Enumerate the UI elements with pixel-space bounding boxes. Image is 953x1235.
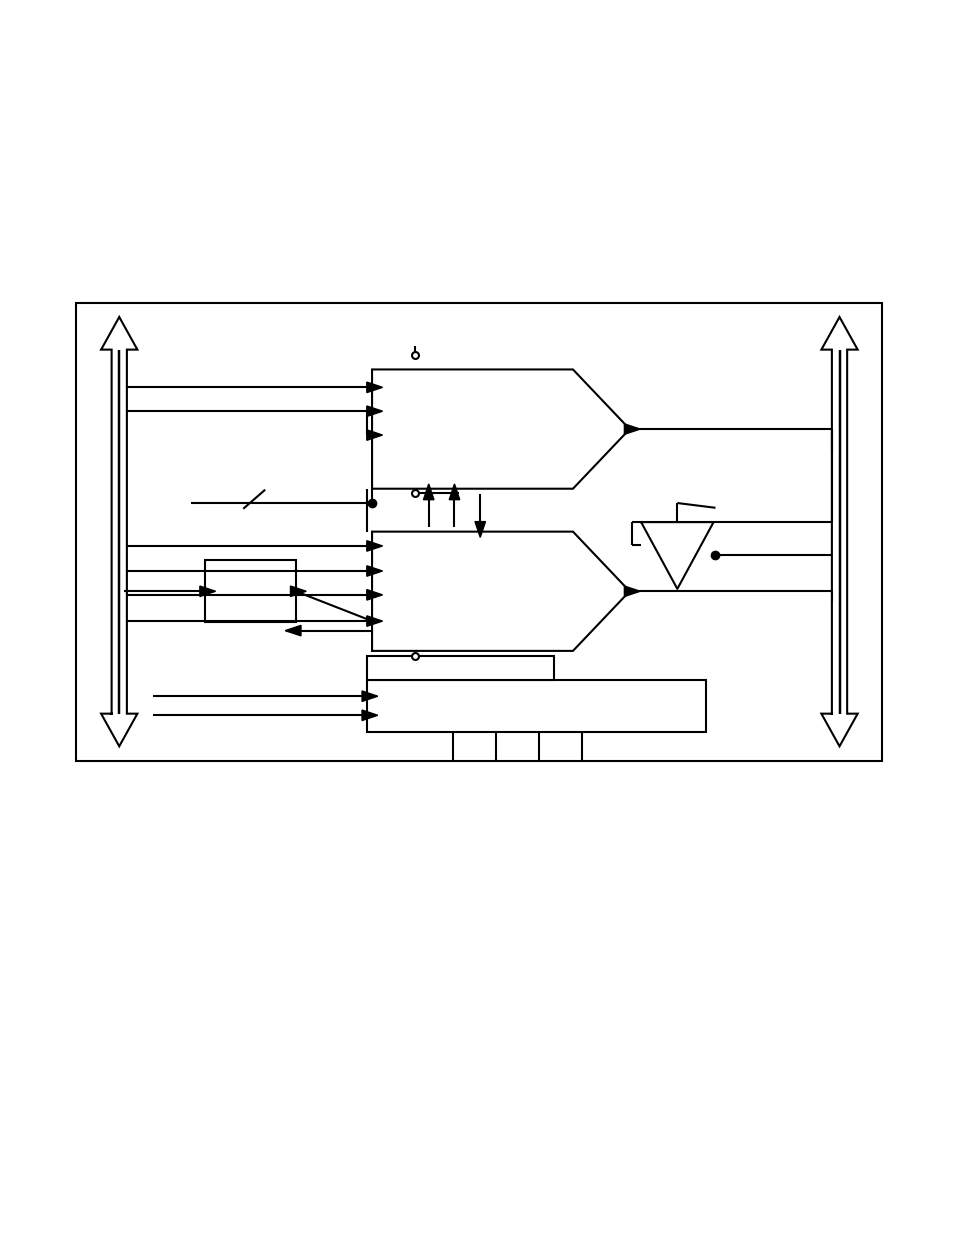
- Polygon shape: [366, 430, 382, 441]
- Polygon shape: [366, 382, 382, 393]
- Polygon shape: [366, 589, 382, 600]
- Polygon shape: [285, 625, 301, 636]
- Bar: [205, 561, 295, 622]
- Polygon shape: [366, 541, 382, 551]
- Polygon shape: [640, 522, 713, 589]
- Bar: [76, 303, 882, 761]
- Polygon shape: [423, 484, 434, 500]
- Polygon shape: [475, 521, 485, 537]
- Polygon shape: [366, 566, 382, 577]
- Polygon shape: [361, 690, 377, 701]
- Polygon shape: [624, 424, 639, 435]
- Polygon shape: [101, 317, 137, 746]
- Bar: [367, 656, 553, 679]
- Bar: [367, 679, 705, 732]
- Polygon shape: [624, 587, 639, 597]
- Polygon shape: [821, 317, 857, 746]
- Polygon shape: [366, 616, 382, 626]
- Polygon shape: [372, 369, 629, 489]
- Polygon shape: [200, 587, 215, 597]
- Polygon shape: [290, 587, 306, 597]
- Polygon shape: [366, 406, 382, 416]
- Polygon shape: [361, 710, 377, 720]
- Polygon shape: [449, 484, 459, 500]
- Polygon shape: [372, 531, 629, 651]
